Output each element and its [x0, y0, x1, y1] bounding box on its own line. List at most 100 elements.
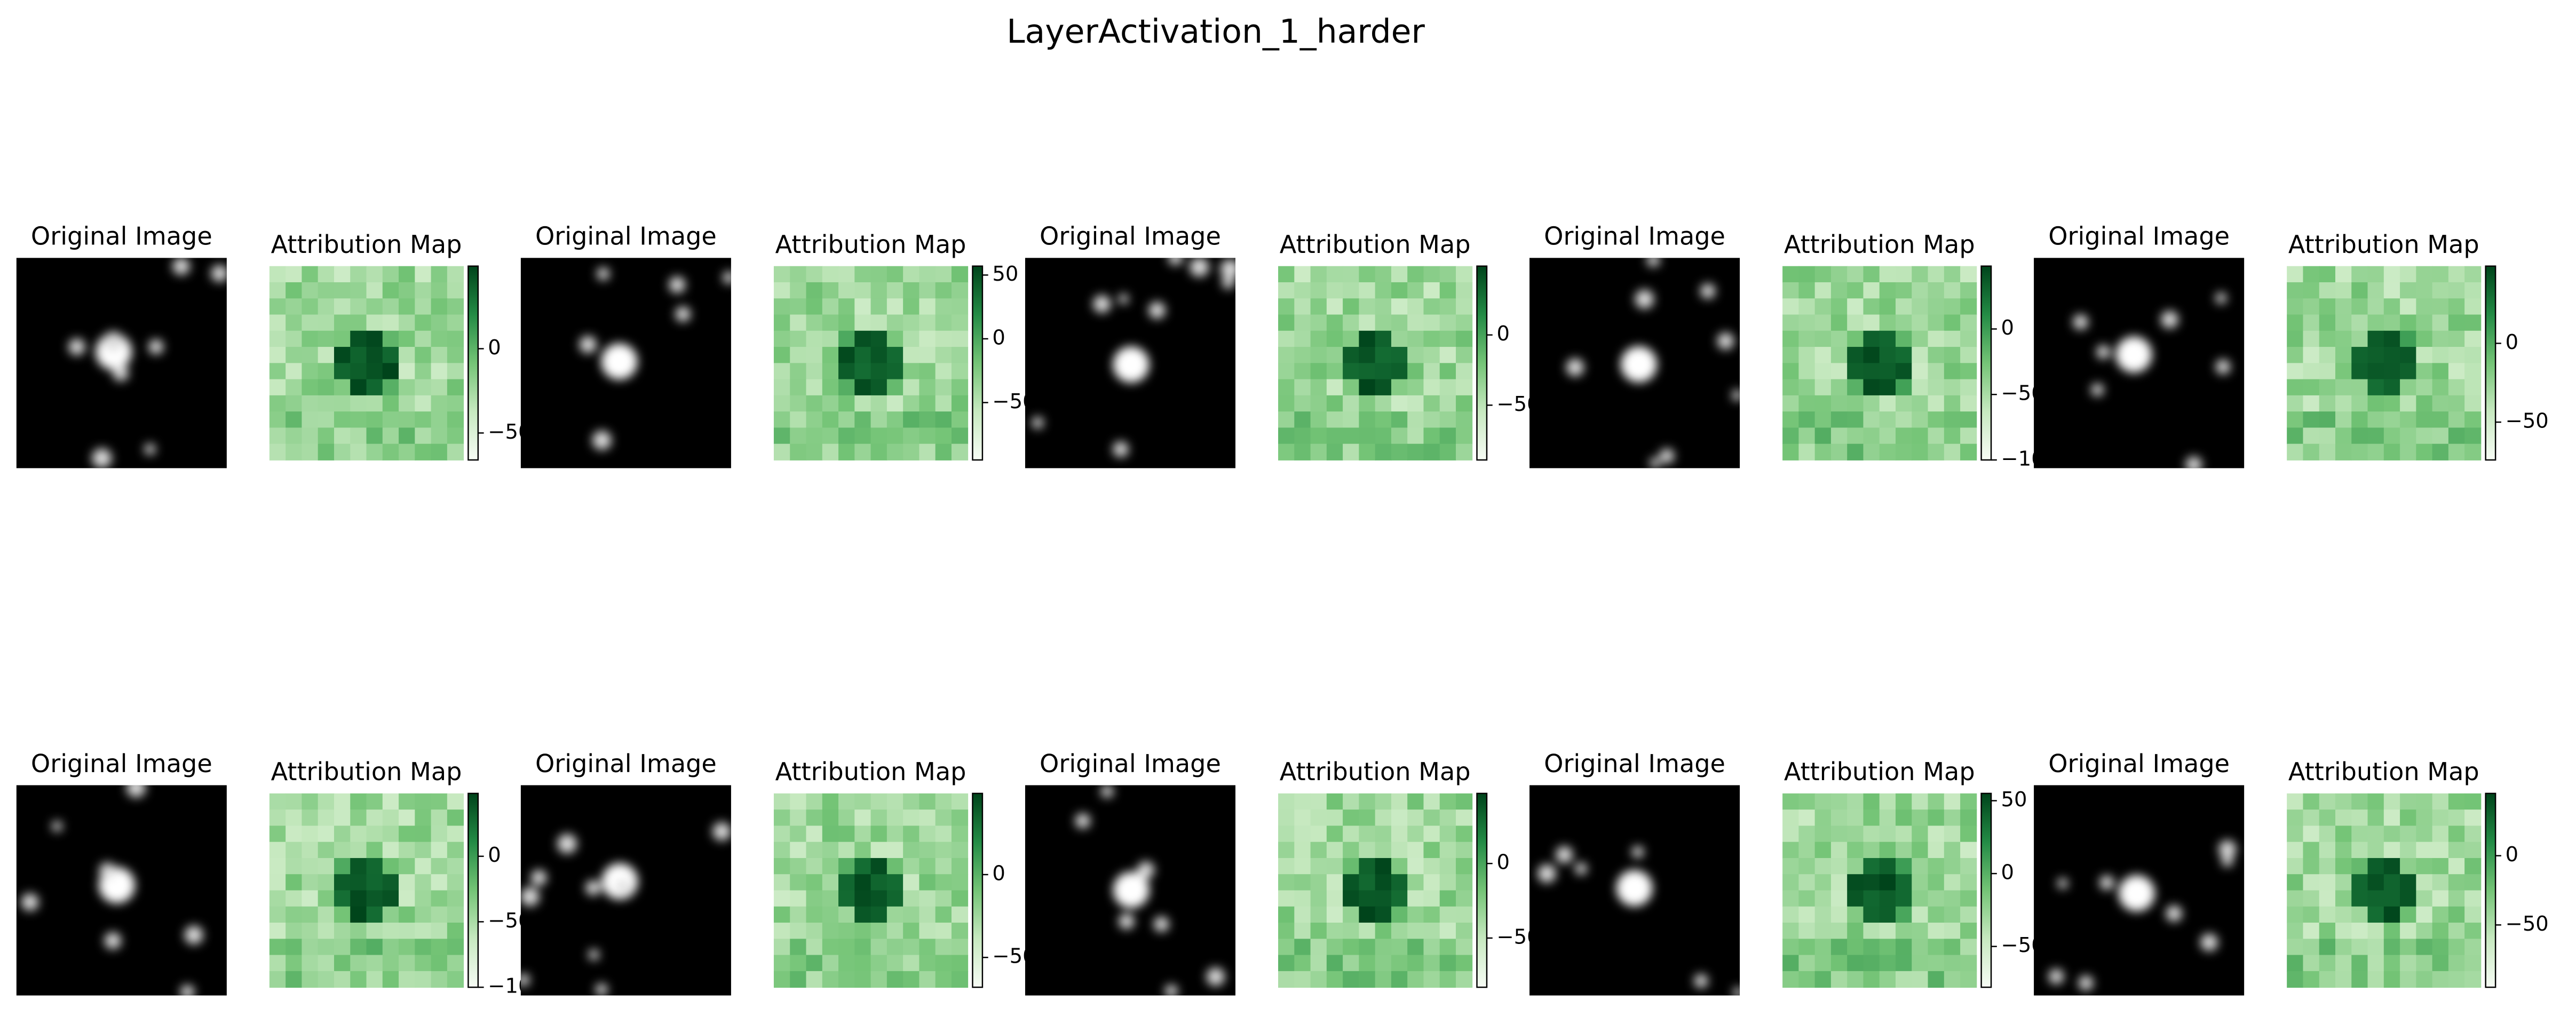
- map-cell: [269, 395, 287, 412]
- map-cell: [1294, 826, 1311, 843]
- map-cell: [415, 939, 432, 956]
- map-cell: [1439, 330, 1456, 347]
- map-cell: [1439, 890, 1456, 907]
- map-cell: [1830, 858, 1848, 875]
- image-title: Original Image: [1040, 222, 1221, 251]
- blob: [1621, 346, 1657, 383]
- map-cell: [431, 890, 448, 907]
- map-cell: [1798, 971, 1816, 988]
- map-cell: [318, 282, 335, 299]
- map-cell: [1912, 906, 1929, 923]
- map-cell: [1375, 266, 1392, 283]
- map-cell: [382, 809, 399, 827]
- map-cell: [1863, 395, 1880, 412]
- map-cell: [2464, 266, 2482, 283]
- map-cell: [1912, 826, 1929, 843]
- blob: [2215, 359, 2231, 375]
- map-cell: [1863, 890, 1880, 907]
- map-cell: [870, 266, 887, 283]
- map-cell: [870, 955, 887, 972]
- map-cell: [822, 842, 839, 859]
- map-cell: [382, 314, 399, 331]
- map-cell: [1391, 826, 1408, 843]
- map-cell: [773, 363, 791, 380]
- map-cell: [1278, 890, 1295, 907]
- map-cell: [2464, 379, 2482, 396]
- map-cell: [1326, 874, 1344, 891]
- map-cell: [838, 266, 855, 283]
- map-cell: [1896, 971, 1913, 988]
- blob: [557, 834, 577, 854]
- map-cell: [951, 826, 969, 843]
- map-cell: [2448, 939, 2466, 956]
- map-cell: [1960, 330, 1977, 347]
- map-cell: [1343, 955, 1360, 972]
- map-cell: [1960, 906, 1977, 923]
- map-cell: [870, 939, 887, 956]
- map-cell: [1896, 427, 1913, 444]
- map-cell: [286, 923, 303, 940]
- map-cell: [822, 939, 839, 956]
- map-cell: [1326, 809, 1344, 827]
- map-cell: [806, 906, 823, 923]
- map-cell: [366, 955, 383, 972]
- map-cell: [838, 906, 855, 923]
- map-cell: [951, 971, 969, 988]
- map-cell: [1814, 427, 1832, 444]
- map-cell: [318, 826, 335, 843]
- map-cell: [2367, 443, 2384, 461]
- blob: [104, 331, 123, 351]
- map-cell: [1863, 443, 1880, 461]
- map-cell: [399, 809, 416, 827]
- map-cell: [1423, 906, 1440, 923]
- map-cell: [790, 906, 807, 923]
- blob: [585, 880, 601, 895]
- map-cell: [1830, 347, 1848, 364]
- map-cell: [1847, 379, 1864, 396]
- map-cell: [2383, 793, 2400, 811]
- map-cell: [1343, 809, 1360, 827]
- map-cell: [838, 939, 855, 956]
- map-cell: [431, 411, 448, 428]
- blob: [2115, 336, 2152, 373]
- map-cell: [2319, 906, 2336, 923]
- map-cell: [919, 443, 936, 461]
- map-cell: [431, 427, 448, 444]
- blob: [723, 271, 731, 284]
- blob: [2057, 878, 2068, 889]
- map-cell: [1391, 939, 1408, 956]
- map-cell: [1928, 411, 1945, 428]
- map-cell: [1359, 923, 1376, 940]
- map-cell: [2319, 298, 2336, 315]
- map-cell: [1912, 923, 1929, 940]
- map-cell: [1928, 809, 1945, 827]
- map-cell: [1294, 347, 1311, 364]
- map-cell: [334, 363, 351, 380]
- map-cell: [1407, 890, 1424, 907]
- map-cell: [2432, 826, 2449, 843]
- map-cell: [1294, 939, 1311, 956]
- map-cell: [1896, 793, 1913, 811]
- map-cell: [1863, 874, 1880, 891]
- image-title: Original Image: [1040, 749, 1221, 778]
- map-cell: [334, 379, 351, 396]
- map-cell: [302, 379, 319, 396]
- map-cell: [2319, 427, 2336, 444]
- map-cell: [1310, 906, 1327, 923]
- map-cell: [1294, 266, 1311, 283]
- map-cell: [919, 314, 936, 331]
- map-cell: [1407, 874, 1424, 891]
- map-cell: [2383, 842, 2400, 859]
- map-cell: [1423, 809, 1440, 827]
- map-cell: [1407, 379, 1424, 396]
- attribution-map: [269, 793, 464, 988]
- map-cell: [415, 858, 432, 875]
- map-cell: [1359, 955, 1376, 972]
- map-cell: [773, 971, 791, 988]
- map-cell: [1863, 379, 1880, 396]
- map-cell: [2400, 842, 2417, 859]
- map-cell: [886, 809, 904, 827]
- map-cell: [1423, 427, 1440, 444]
- map-cell: [2303, 826, 2320, 843]
- original-image: [2034, 785, 2245, 996]
